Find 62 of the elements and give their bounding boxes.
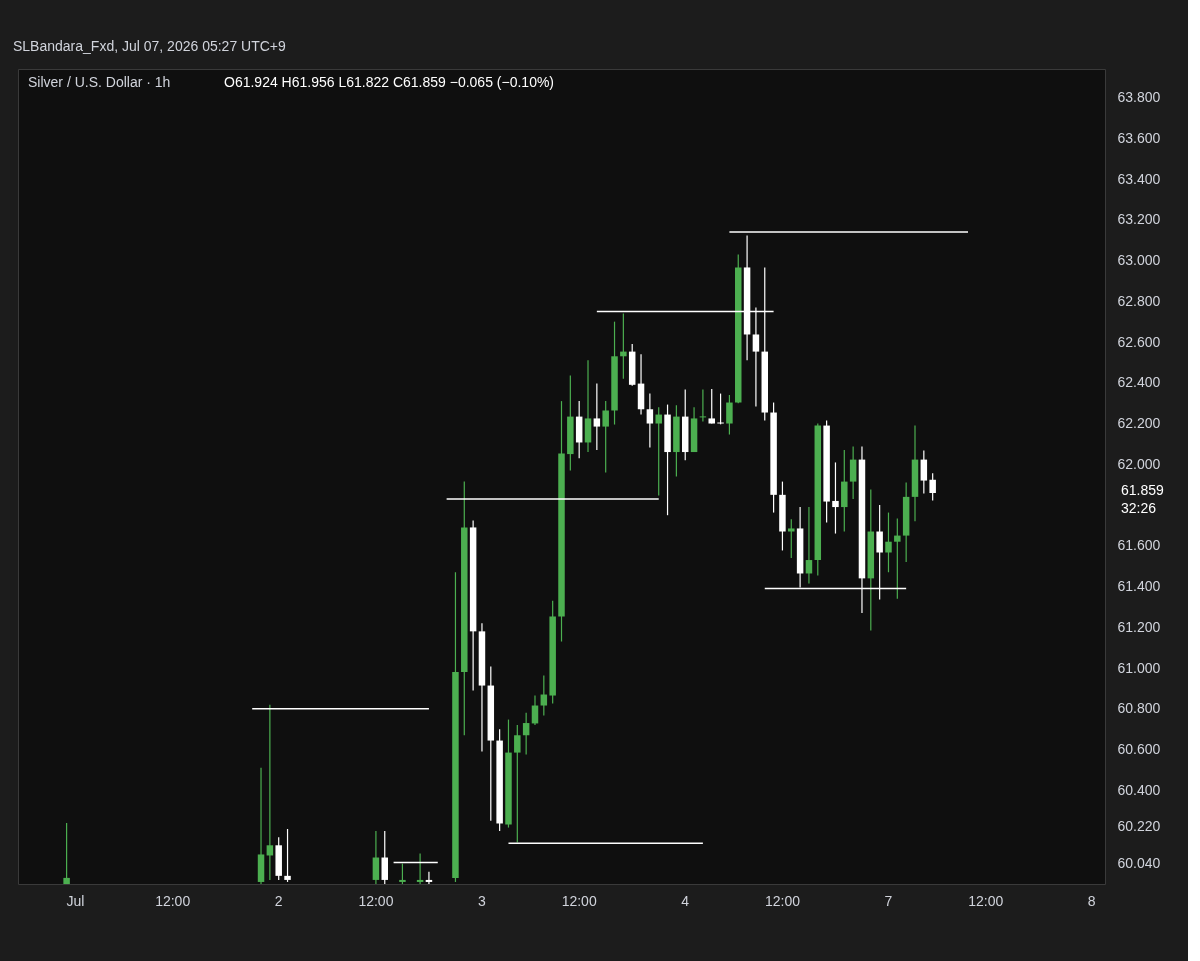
y-tick-label: 61.400 [1117,578,1161,595]
x-tick-label: 3 [478,892,487,909]
candlestick [540,674,548,717]
y-tick-label: 61.000 [1117,659,1161,676]
candlestick [593,382,601,451]
candlestick [920,450,928,495]
candlestick [832,461,839,535]
candlestick [284,828,291,883]
y-tick-label: 62.400 [1117,374,1161,391]
candlestick [717,392,724,425]
candlestick [655,406,662,497]
candlestick [381,830,388,885]
y-tick-label: 61.600 [1117,537,1161,554]
chart-subtitle: O61.924 H61.956 L61.822 C61.859 −0.065 (−0.10%) [224,74,555,90]
candlestick [646,392,654,449]
candlestick [63,822,70,885]
x-tick-label: 12:00 [561,892,597,909]
y-tick-label: 60.400 [1117,781,1161,798]
candlestick [885,511,892,573]
candlestick [416,852,424,885]
y-tick-label: 63.600 [1117,129,1161,146]
candlestick [805,506,813,585]
candlestick [602,400,609,474]
x-tick-label: 4 [681,892,690,909]
candlestick [399,863,406,885]
candlestick [708,388,715,425]
candlestick [514,724,521,844]
candlestick [522,712,530,756]
x-tick-label: 12:00 [155,892,191,909]
candlestick [726,394,733,436]
candlestick [929,472,936,502]
y-tick-label: 62.800 [1117,292,1161,309]
y-tick-label: 62.000 [1117,455,1161,472]
text: 61.859 [1121,482,1165,498]
candlestick [425,871,433,885]
y-tick-label: 62.600 [1117,333,1161,350]
candlestick [849,445,857,500]
y-tick-label: 61.200 [1117,618,1161,635]
y-tick-label: 60.800 [1117,700,1161,717]
x-tick-label: 12:00 [764,892,801,909]
x-tick-label: 12:00 [968,892,1004,909]
y-tick-label: 63.400 [1117,170,1161,187]
y-tick-label: 60.600 [1117,741,1161,758]
y-tick-label: 63.800 [1117,89,1161,106]
y-tick-label: 63.200 [1117,211,1161,228]
x-tick-label: 12:00 [358,892,394,909]
y-tick-label: 60.220 [1117,818,1161,835]
x-tick-label: 7 [884,892,893,909]
text: SLBandara_Fxd, Jul 07, 2026 05:27 UTC+9 [13,38,286,54]
x-tick-label: 8 [1087,892,1096,909]
x-tick-label: Jul [66,892,85,909]
candlestick [266,704,274,881]
text: 32:26 [1121,500,1157,516]
chart-title: Silver / U.S. Dollar · 1h [28,74,171,90]
candlestick [894,517,901,600]
y-tick-label: 63.000 [1117,252,1161,269]
candlestick [620,312,627,380]
y-tick-label: 60.040 [1117,855,1161,872]
candlestick [372,830,380,885]
y-tick-label: 62.200 [1117,415,1161,432]
x-tick-label: 2 [274,892,283,909]
candlestick [788,518,795,559]
